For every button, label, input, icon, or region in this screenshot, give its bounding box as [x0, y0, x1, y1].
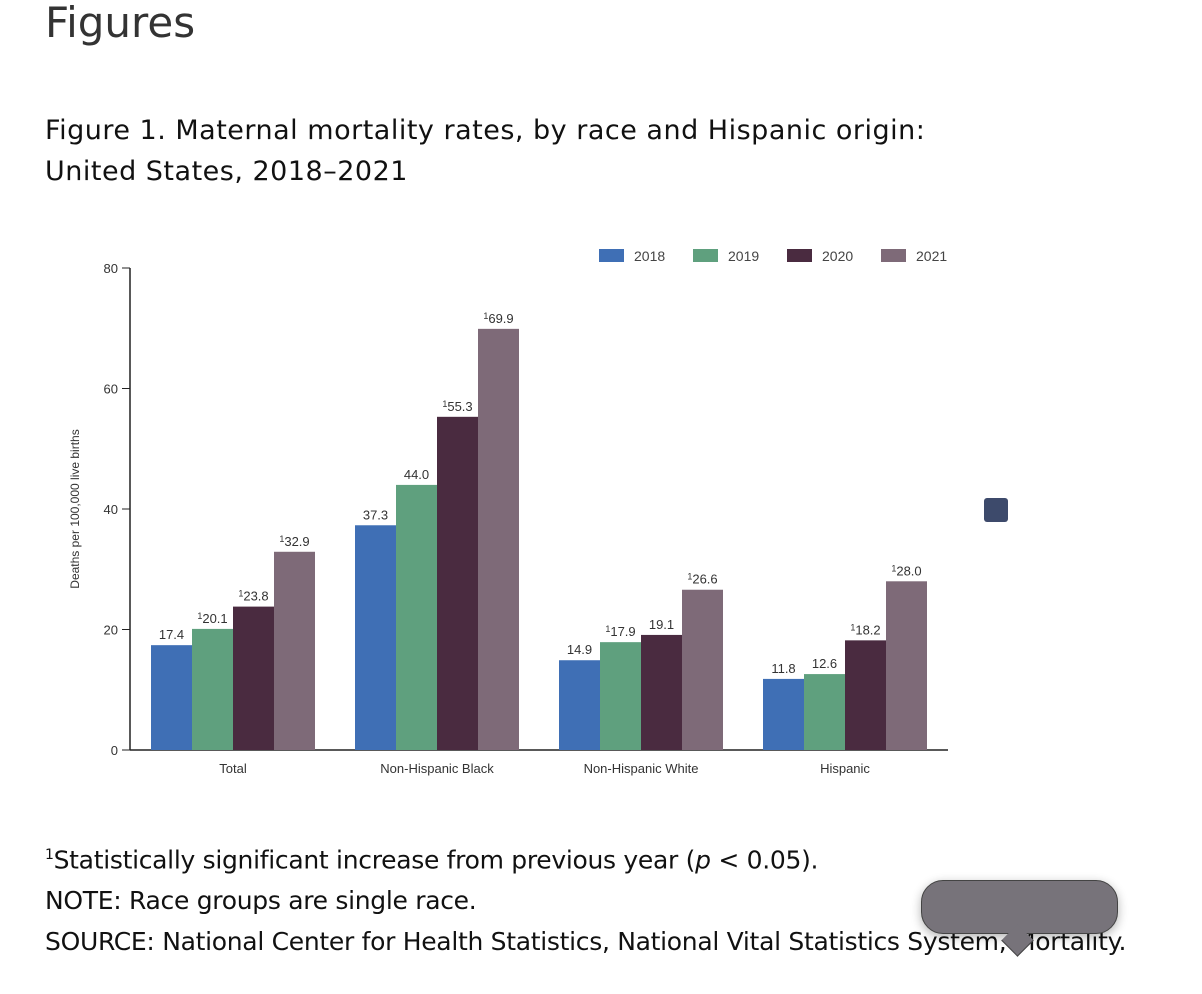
x-tick-label: Non-Hispanic White	[584, 761, 699, 776]
data-label: 126.6	[687, 572, 717, 587]
bar	[355, 525, 396, 750]
data-label: 14.9	[567, 642, 592, 657]
y-tick-label: 80	[104, 261, 118, 276]
legend-swatch	[787, 249, 812, 262]
page-heading: Figures	[45, 0, 196, 47]
legend-swatch	[599, 249, 624, 262]
bar	[600, 642, 641, 750]
data-label: 169.9	[483, 311, 513, 326]
bar	[845, 640, 886, 750]
x-tick-label: Total	[219, 761, 247, 776]
data-label: 118.2	[850, 622, 880, 637]
data-label: 120.1	[197, 611, 227, 626]
data-label: 155.3	[442, 399, 472, 414]
bar	[233, 606, 274, 750]
bar	[641, 634, 682, 750]
bar	[682, 589, 723, 750]
figure-title-line2: United States, 2018–2021	[45, 156, 408, 187]
figure-notes: 1Statistically significant increase from…	[45, 835, 1126, 962]
bar	[396, 484, 437, 750]
legend-label: 2019	[728, 248, 759, 264]
x-tick-label: Hispanic	[820, 761, 870, 776]
y-tick-label: 20	[104, 623, 118, 638]
note-text: NOTE: Race groups are single race.	[45, 886, 477, 916]
footnote-text: Statistically significant increase from …	[53, 845, 696, 875]
bar	[763, 678, 804, 750]
x-tick-label: Non-Hispanic Black	[380, 761, 494, 776]
data-label: 117.9	[605, 624, 635, 639]
y-tick-label: 40	[104, 502, 118, 517]
footnote-p: p	[695, 845, 711, 875]
bar	[192, 628, 233, 750]
figure-title: Figure 1. Maternal mortality rates, by r…	[45, 110, 925, 192]
y-tick-label: 60	[104, 382, 118, 397]
legend-swatch	[693, 249, 718, 262]
y-tick-label: 0	[111, 743, 118, 758]
data-label: 11.8	[771, 661, 795, 676]
footnote: 1Statistically significant increase from…	[45, 835, 1126, 880]
footnote-mark: 1	[45, 847, 54, 863]
tooltip-bubble	[921, 880, 1118, 934]
data-label: 128.0	[891, 563, 921, 578]
bar	[804, 674, 845, 750]
bar	[151, 645, 192, 750]
data-label: 12.6	[812, 656, 837, 671]
data-label: 123.8	[238, 589, 268, 604]
legend-swatch	[881, 249, 906, 262]
legend-label: 2021	[916, 248, 947, 264]
data-label: 37.3	[363, 507, 388, 522]
bar	[559, 660, 600, 750]
bar	[886, 581, 927, 750]
bar	[437, 416, 478, 750]
bar	[274, 551, 315, 750]
data-label: 17.4	[159, 627, 184, 642]
footnote-end: < 0.05).	[710, 845, 819, 875]
figure-title-line1: Figure 1. Maternal mortality rates, by r…	[45, 115, 926, 146]
legend-label: 2018	[634, 248, 665, 264]
legend-label: 2020	[822, 248, 853, 264]
image-icon[interactable]	[984, 498, 1008, 522]
data-label: 44.0	[404, 467, 429, 482]
bar	[478, 328, 519, 750]
data-label: 19.1	[649, 617, 674, 632]
y-axis-label: Deaths per 100,000 live births	[68, 429, 82, 588]
data-label: 132.9	[279, 534, 309, 549]
